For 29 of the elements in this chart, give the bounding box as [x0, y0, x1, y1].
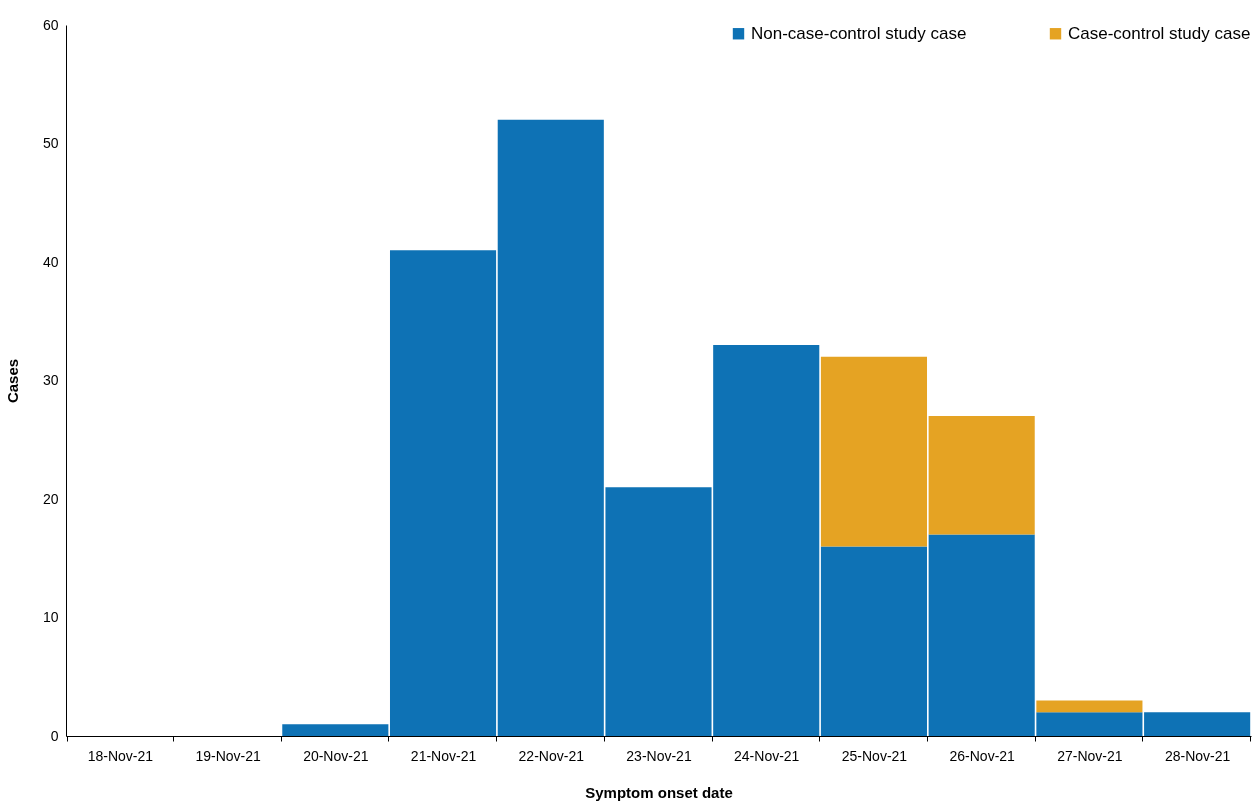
x-tick-label: 24-Nov-21	[734, 747, 800, 764]
y-tick-label: 40	[42, 253, 59, 270]
x-tick-label: 19-Nov-21	[195, 747, 261, 764]
y-axis-title: Cases	[3, 358, 21, 404]
bar	[282, 724, 389, 736]
legend-label: Non-case-control study case	[751, 23, 967, 43]
x-axis-title: Symptom onset date	[585, 783, 733, 801]
y-tick-label: 0	[50, 727, 59, 744]
x-tick-label: 25-Nov-21	[841, 747, 908, 764]
x-tick-label: 28-Nov-21	[1164, 747, 1231, 764]
y-tick-label: 20	[42, 490, 59, 507]
y-tick-label: 60	[42, 16, 59, 33]
legend-label: Case-control study case	[1068, 23, 1251, 43]
x-tick-label: 26-Nov-21	[949, 747, 1016, 764]
bar	[820, 356, 928, 547]
bar	[1144, 712, 1251, 736]
x-tick-label: 23-Nov-21	[626, 747, 692, 764]
x-tick-label: 21-Nov-21	[410, 747, 477, 764]
bar	[1036, 700, 1143, 713]
y-tick-label: 10	[42, 609, 59, 625]
x-tick-label: 22-Nov-21	[518, 747, 585, 764]
x-tick-label: 18-Nov-21	[87, 747, 154, 764]
x-tick-label: 27-Nov-21	[1057, 747, 1123, 764]
y-tick-label: 50	[42, 135, 59, 151]
bar	[820, 546, 928, 736]
x-tick-label: 20-Nov-21	[303, 747, 369, 764]
bar	[928, 416, 1035, 535]
bar	[389, 250, 497, 736]
y-tick-label: 30	[42, 372, 59, 388]
